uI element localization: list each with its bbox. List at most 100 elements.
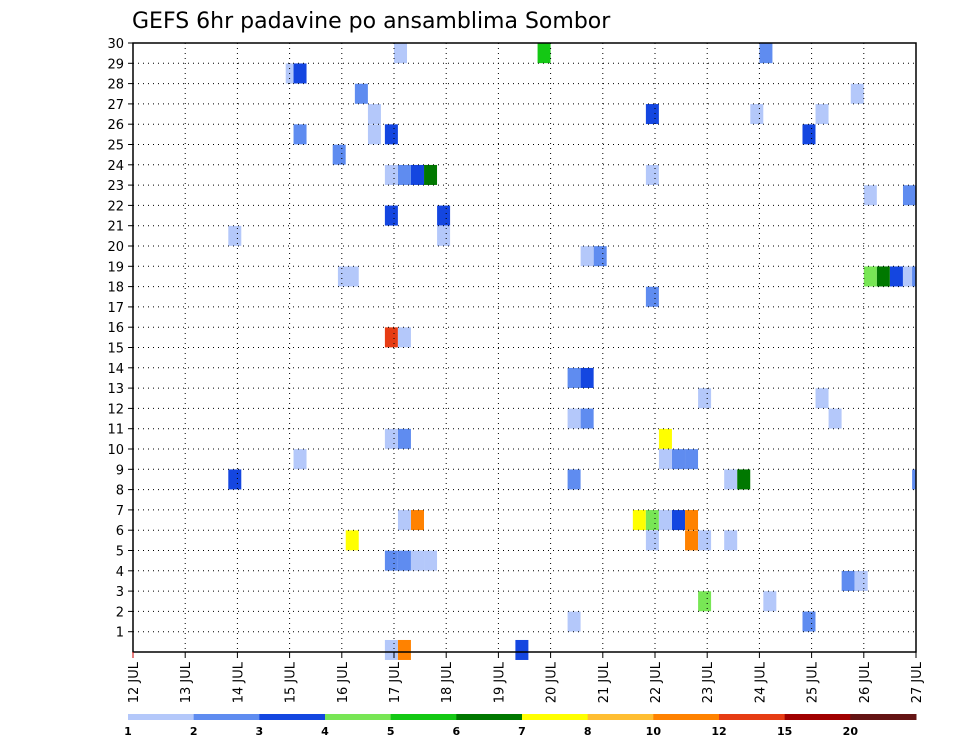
- heatmap-cells: [228, 43, 916, 660]
- colorbar-swatch: [850, 714, 917, 720]
- x-tick-label: 20 JUL: [545, 661, 560, 703]
- colorbar-swatch: [587, 714, 654, 720]
- heatmap-cell: [293, 124, 307, 145]
- y-tick-label: 6: [116, 524, 124, 539]
- heatmap-cell: [685, 510, 699, 531]
- colorbar-legend: 1 2 3 4 5 6 7 8 10 12 15 20: [124, 714, 917, 738]
- colorbar-swatch: [784, 714, 851, 720]
- x-tick-label: 21 JUL: [597, 661, 612, 703]
- heatmap-cell: [645, 104, 659, 125]
- heatmap-cell: [424, 164, 438, 185]
- heatmap-cell: [367, 104, 381, 125]
- heatmap-cell: [698, 591, 712, 612]
- heatmap-cell: [698, 530, 712, 551]
- y-tick-label: 9: [116, 463, 124, 478]
- y-tick-label: 4: [116, 565, 124, 580]
- heatmap-cell: [537, 43, 551, 64]
- heatmap-cell: [394, 43, 408, 64]
- heatmap-cell: [384, 428, 398, 449]
- heatmap-cell: [580, 408, 594, 429]
- y-tick-label: 7: [116, 504, 124, 519]
- y-tick-label: 30: [107, 37, 124, 52]
- heatmap-cell: [397, 327, 411, 348]
- y-tick-label: 25: [107, 139, 124, 154]
- y-tick-label: 5: [116, 545, 124, 560]
- heatmap-cell: [293, 63, 307, 84]
- heatmap-cell: [397, 550, 411, 571]
- heatmap-cell: [228, 225, 242, 246]
- heatmap-cell: [354, 83, 368, 104]
- colorbar-swatch: [128, 714, 195, 720]
- y-tick-label: 29: [107, 57, 124, 72]
- heatmap-cell: [384, 327, 398, 348]
- y-tick-label: 1: [116, 626, 124, 641]
- y-tick-label: 16: [107, 321, 124, 336]
- y-tick-label: 28: [107, 78, 124, 93]
- heatmap-cell: [397, 164, 411, 185]
- colorbar-label: 2: [190, 725, 198, 738]
- heatmap-cell: [802, 611, 816, 632]
- heatmap-cell: [815, 388, 829, 409]
- colorbar-label: 15: [777, 725, 792, 738]
- x-tick-label: 27 JUL: [910, 661, 925, 703]
- colorbar-swatch: [522, 714, 589, 720]
- heatmap-cell: [567, 367, 581, 388]
- x-tick-label: 22 JUL: [649, 661, 664, 703]
- heatmap-cell: [763, 591, 777, 612]
- heatmap-cell: [902, 185, 916, 206]
- heatmap-cell: [410, 510, 424, 531]
- x-tick-label: 25 JUL: [806, 661, 821, 703]
- heatmap-cell: [912, 266, 916, 287]
- y-tick-label: 18: [107, 281, 124, 296]
- colorbar-label: 1: [124, 725, 132, 738]
- x-tick-label: 14 JUL: [231, 661, 246, 703]
- heatmap-cell: [397, 428, 411, 449]
- colorbar-label: 4: [321, 725, 329, 738]
- y-tick-label: 19: [107, 260, 124, 275]
- x-tick-label: 13 JUL: [179, 661, 194, 703]
- heatmap-cell: [410, 164, 424, 185]
- x-tick-label: 19 JUL: [492, 661, 507, 703]
- heatmap-cell: [750, 104, 764, 125]
- x-tick-label: 15 JUL: [284, 661, 299, 703]
- heatmap-cell: [912, 469, 916, 490]
- heatmap-cell: [759, 43, 773, 64]
- heatmap-cell: [397, 510, 411, 531]
- heatmap-cell: [332, 144, 346, 165]
- heatmap-cell: [645, 510, 659, 531]
- heatmap-cell: [854, 570, 868, 591]
- heatmap-cell: [802, 124, 816, 145]
- heatmap-cell: [889, 266, 903, 287]
- heatmap-cell: [737, 469, 751, 490]
- heatmap-cell: [580, 246, 594, 267]
- heatmap-cell: [671, 510, 685, 531]
- heatmap-cell: [567, 469, 581, 490]
- heatmap-cell: [828, 408, 842, 429]
- heatmap-cell: [632, 510, 646, 531]
- y-tick-label: 23: [107, 179, 124, 194]
- heatmap-cell: [685, 530, 699, 551]
- y-tick-label: 2: [116, 605, 124, 620]
- heatmap-cell: [850, 83, 864, 104]
- y-tick-label: 13: [107, 382, 124, 397]
- y-tick-label: 17: [107, 301, 124, 316]
- heatmap-cell: [658, 449, 672, 470]
- y-tick-label: 3: [116, 585, 124, 600]
- x-tick-label: 26 JUL: [858, 661, 873, 703]
- heatmap-cell: [397, 639, 411, 660]
- colorbar-label: 6: [453, 725, 461, 738]
- y-tick-label: 10: [107, 443, 124, 458]
- heatmap-cell: [384, 205, 398, 226]
- heatmap-cell: [384, 550, 398, 571]
- heatmap-cell: [724, 530, 738, 551]
- colorbar-swatch: [719, 714, 786, 720]
- y-tick-label: 15: [107, 342, 124, 357]
- colorbar-label: 8: [584, 725, 592, 738]
- heatmap-cell: [876, 266, 890, 287]
- heatmap-cell: [384, 164, 398, 185]
- heatmap-cell: [567, 408, 581, 429]
- colorbar-label: 5: [387, 725, 395, 738]
- x-tick-label: 17 JUL: [388, 661, 403, 703]
- heatmap-cell: [345, 530, 359, 551]
- heatmap-cell: [863, 185, 877, 206]
